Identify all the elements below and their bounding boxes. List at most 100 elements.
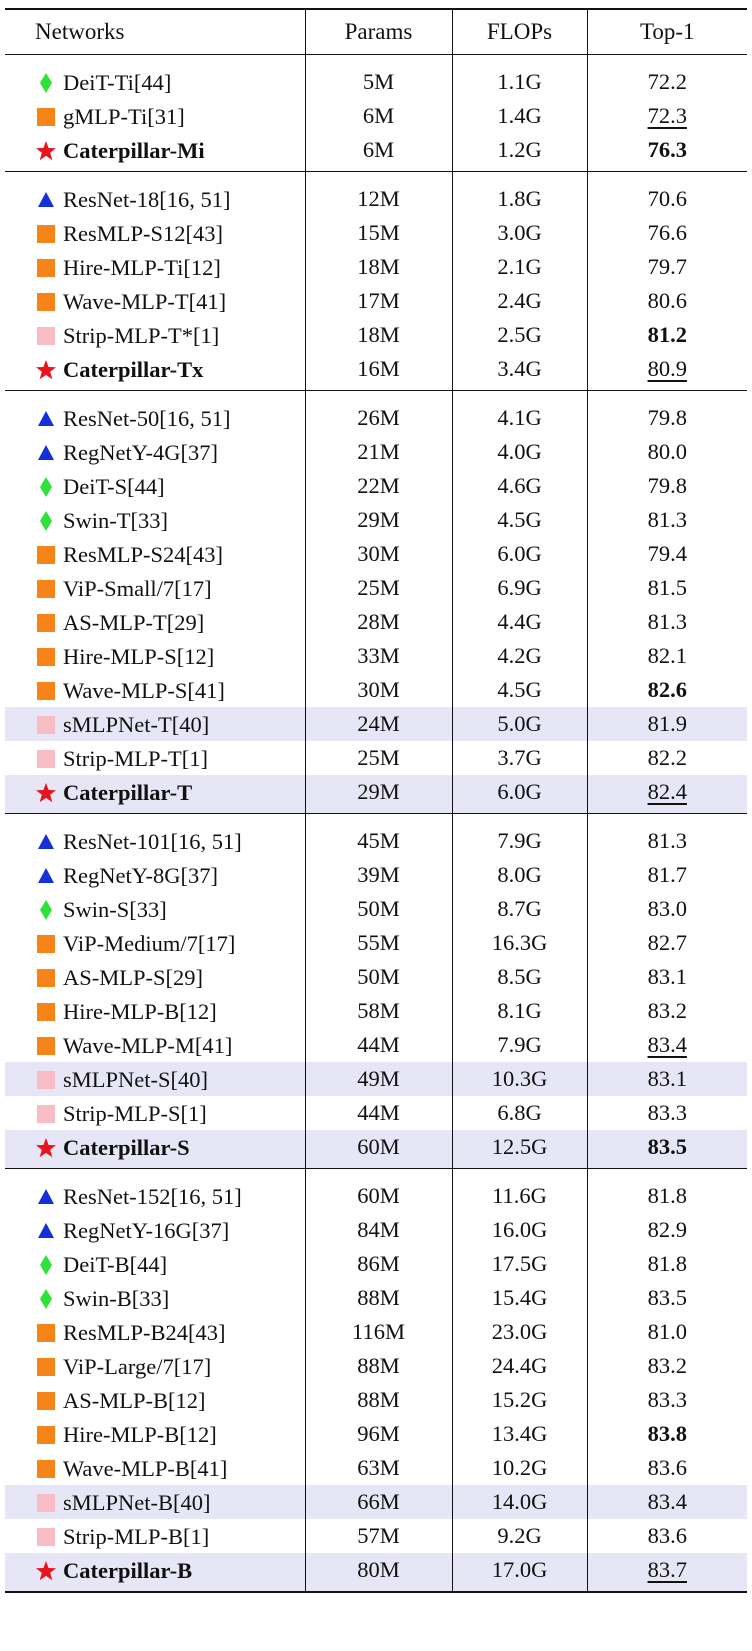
flops-cell-text: 4.5G: [497, 507, 542, 532]
table-row: RegNetY-4G[37] 21M 4.0G 80.0: [5, 435, 747, 469]
params-cell-text: 12M: [357, 186, 400, 211]
top1-cell: 82.4: [587, 775, 747, 814]
params-cell-text: 55M: [357, 930, 400, 955]
params-cell-text: 49M: [357, 1066, 400, 1091]
params-cell-text: 58M: [357, 998, 400, 1023]
top1-cell: 82.1: [587, 639, 747, 673]
star-icon: [35, 359, 57, 381]
flops-cell: 2.1G: [452, 250, 588, 284]
flops-cell: 16.0G: [452, 1213, 588, 1247]
table-row: Wave-MLP-S[41] 30M 4.5G 82.6: [5, 673, 747, 707]
network-cell: Hire-MLP-B[12]: [5, 1417, 306, 1451]
flops-cell: 14.0G: [452, 1485, 588, 1519]
pink-square-icon: [35, 1492, 57, 1514]
params-cell-text: 50M: [357, 964, 400, 989]
top1-cell: 72.3: [587, 99, 747, 133]
flops-cell-text: 4.2G: [497, 643, 542, 668]
flops-cell: 23.0G: [452, 1315, 588, 1349]
top1-cell: 82.2: [587, 741, 747, 775]
flops-cell: 8.5G: [452, 960, 588, 994]
params-cell: 5M: [305, 54, 453, 99]
flops-cell-text: 10.3G: [491, 1066, 548, 1091]
network-cell: Wave-MLP-S[41]: [5, 673, 306, 707]
top1-cell-text: 79.8: [647, 473, 687, 498]
flops-cell-text: 23.0G: [491, 1319, 548, 1344]
flops-cell-text: 16.0G: [491, 1217, 548, 1242]
params-cell: 21M: [305, 435, 453, 469]
orange-square-icon: [35, 544, 57, 566]
params-cell-text: 88M: [357, 1353, 400, 1378]
params-cell-text: 45M: [357, 828, 400, 853]
network-name: ResMLP-B24[43]: [63, 1319, 226, 1345]
flops-cell-text: 2.1G: [497, 254, 542, 279]
network-cell: ViP-Large/7[17]: [5, 1349, 306, 1383]
header-top1: Top-1: [587, 8, 747, 55]
orange-square-icon: [35, 1035, 57, 1057]
network-cell: Caterpillar-B: [5, 1553, 306, 1593]
table-row: DeiT-B[44] 86M 17.5G 81.8: [5, 1247, 747, 1281]
flops-cell: 4.2G: [452, 639, 588, 673]
triangle-icon: [35, 189, 57, 211]
top1-cell: 81.9: [587, 707, 747, 741]
params-cell-text: 28M: [357, 609, 400, 634]
flops-cell-text: 15.4G: [491, 1285, 548, 1310]
params-cell: 60M: [305, 1130, 453, 1169]
orange-square-icon: [35, 257, 57, 279]
top1-cell-text: 82.9: [647, 1217, 687, 1242]
network-cell: Hire-MLP-Ti[12]: [5, 250, 306, 284]
params-cell-text: 50M: [357, 896, 400, 921]
network-cell: DeiT-B[44]: [5, 1247, 306, 1281]
top1-cell-text: 83.0: [647, 896, 687, 921]
table-row: Hire-MLP-B[12] 58M 8.1G 83.2: [5, 994, 747, 1028]
params-cell: 50M: [305, 960, 453, 994]
top1-cell-text: 76.6: [647, 220, 687, 245]
flops-cell: 8.7G: [452, 892, 588, 926]
top1-cell-text: 82.4: [647, 779, 687, 804]
params-cell-text: 21M: [357, 439, 400, 464]
network-cell: Caterpillar-T: [5, 775, 306, 814]
network-cell: Caterpillar-S: [5, 1130, 306, 1169]
network-name: Swin-B[33]: [63, 1285, 170, 1311]
flops-cell: 11.6G: [452, 1168, 588, 1213]
flops-cell: 6.9G: [452, 571, 588, 605]
params-cell: 44M: [305, 1096, 453, 1130]
top1-cell: 83.3: [587, 1096, 747, 1130]
triangle-icon: [35, 865, 57, 887]
top1-cell: 83.5: [587, 1130, 747, 1169]
network-name: ResNet-50[16, 51]: [63, 405, 231, 431]
flops-cell: 1.8G: [452, 171, 588, 216]
orange-square-icon: [35, 1322, 57, 1344]
flops-cell: 15.2G: [452, 1383, 588, 1417]
top1-cell-text: 80.6: [647, 288, 687, 313]
network-cell: Wave-MLP-T[41]: [5, 284, 306, 318]
top1-cell: 81.3: [587, 814, 747, 859]
table-row: Swin-T[33] 29M 4.5G 81.3: [5, 503, 747, 537]
triangle-icon: [35, 442, 57, 464]
flops-cell: 4.0G: [452, 435, 588, 469]
top1-cell: 83.0: [587, 892, 747, 926]
network-name: RegNetY-16G[37]: [63, 1217, 230, 1243]
table-row: Wave-MLP-M[41] 44M 7.9G 83.4: [5, 1028, 747, 1062]
flops-cell-text: 16.3G: [491, 930, 548, 955]
flops-cell-text: 2.4G: [497, 288, 542, 313]
top1-cell-text: 79.8: [647, 405, 687, 430]
top1-cell: 83.8: [587, 1417, 747, 1451]
params-cell: 18M: [305, 318, 453, 352]
params-cell: 29M: [305, 503, 453, 537]
network-name: Strip-MLP-B[1]: [63, 1523, 210, 1549]
star-icon: [35, 782, 57, 804]
flops-cell-text: 4.5G: [497, 677, 542, 702]
network-cell: Swin-B[33]: [5, 1281, 306, 1315]
top1-cell-text: 81.5: [647, 575, 687, 600]
table-header: Networks Params FLOPs Top-1: [5, 8, 747, 55]
network-cell: sMLPNet-B[40]: [5, 1485, 306, 1519]
top1-cell-text: 81.9: [647, 711, 687, 736]
top1-cell: 83.6: [587, 1451, 747, 1485]
orange-square-icon: [35, 1458, 57, 1480]
flops-cell-text: 1.4G: [497, 103, 542, 128]
triangle-icon: [35, 831, 57, 853]
params-cell-text: 88M: [357, 1387, 400, 1412]
diamond-icon: [35, 1288, 57, 1310]
flops-cell-text: 15.2G: [491, 1387, 548, 1412]
flops-cell: 2.5G: [452, 318, 588, 352]
